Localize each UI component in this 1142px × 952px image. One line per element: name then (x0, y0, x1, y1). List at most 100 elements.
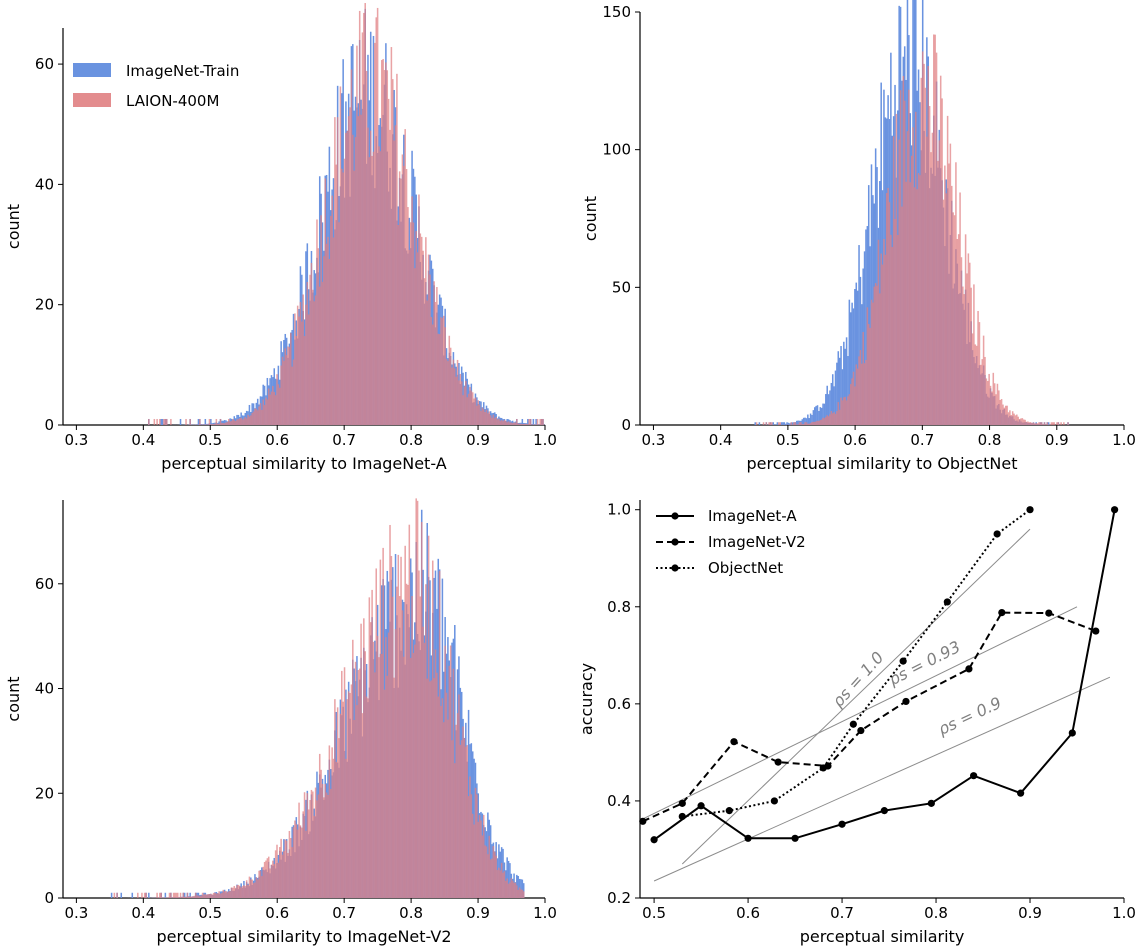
bar (856, 368, 859, 425)
bar (199, 896, 201, 898)
data-point (1068, 729, 1076, 737)
x-tick-label: 0.7 (830, 904, 854, 922)
bar (460, 740, 463, 898)
bar (430, 316, 433, 425)
x-tick-label: 0.9 (1045, 431, 1069, 449)
bar (924, 87, 927, 425)
reference-line (639, 606, 1078, 821)
bar (513, 422, 515, 425)
bar (887, 187, 889, 425)
bar (841, 400, 844, 425)
bar (542, 418, 544, 425)
bar (221, 423, 223, 425)
bar (444, 645, 446, 898)
bar (356, 705, 358, 898)
bar (258, 406, 260, 425)
bar (367, 698, 369, 898)
bar (1052, 422, 1054, 425)
data-point (791, 834, 799, 842)
bar (849, 384, 852, 425)
bar (811, 422, 813, 425)
bar (509, 863, 511, 898)
bar (232, 887, 234, 898)
bar (794, 422, 797, 425)
bar (538, 424, 540, 425)
x-tick-label: 1.0 (1112, 904, 1136, 922)
bar (527, 418, 529, 425)
bar (317, 248, 320, 425)
bar (375, 17, 378, 425)
bar (771, 422, 773, 425)
bar (335, 761, 338, 898)
legend-label: ImageNet-Train (126, 62, 239, 80)
bar (156, 892, 158, 898)
bar (946, 115, 949, 425)
bar (332, 237, 335, 425)
bar (998, 390, 1000, 425)
bar (161, 418, 164, 425)
bar (862, 332, 864, 425)
bar (838, 357, 841, 425)
bar (247, 885, 249, 898)
bar (452, 668, 455, 898)
bar (385, 62, 387, 425)
bar (232, 418, 234, 425)
bar (163, 418, 165, 425)
bar (310, 789, 313, 898)
data-point (943, 598, 951, 606)
bar (185, 418, 187, 425)
bar (429, 681, 431, 898)
bar (978, 322, 981, 425)
x-tick-label: 0.9 (466, 904, 490, 922)
x-tick-label: 0.5 (776, 431, 800, 449)
bar (1035, 423, 1037, 425)
bar (754, 422, 757, 425)
bar (451, 367, 453, 425)
bar (476, 405, 478, 425)
bar (880, 253, 882, 425)
legend-marker (671, 564, 679, 572)
bar (1000, 399, 1003, 425)
bar (852, 371, 855, 425)
bar (834, 370, 837, 425)
bar (768, 422, 770, 425)
bar (419, 233, 422, 425)
bar (313, 815, 315, 898)
x-tick-label: 0.8 (399, 431, 423, 449)
bar (199, 418, 201, 425)
bar (368, 157, 371, 426)
bar (808, 418, 810, 425)
bar (447, 361, 449, 425)
bar (506, 857, 508, 898)
bar (361, 713, 364, 898)
bar (505, 880, 507, 898)
bar (981, 359, 983, 425)
bar (480, 410, 482, 425)
bar (818, 410, 820, 425)
bar (826, 415, 828, 425)
data-point (899, 657, 907, 665)
bar (241, 886, 244, 898)
bar (825, 416, 827, 425)
bar (208, 894, 211, 898)
bar (237, 419, 240, 425)
bar (517, 889, 519, 898)
bar (248, 416, 251, 425)
bar (376, 7, 379, 425)
bar (298, 802, 300, 898)
y-tick-label: 60 (35, 575, 54, 593)
bar (795, 420, 798, 425)
bar (992, 372, 995, 425)
bar (454, 763, 456, 898)
bar (396, 586, 398, 898)
data-point (1045, 609, 1053, 617)
bar (422, 250, 424, 425)
bar (517, 423, 519, 425)
bar (985, 378, 988, 425)
bar (371, 589, 373, 898)
bar (248, 876, 251, 898)
bar (973, 284, 975, 425)
bar (815, 405, 817, 425)
bar (510, 878, 513, 898)
bar (505, 420, 507, 425)
